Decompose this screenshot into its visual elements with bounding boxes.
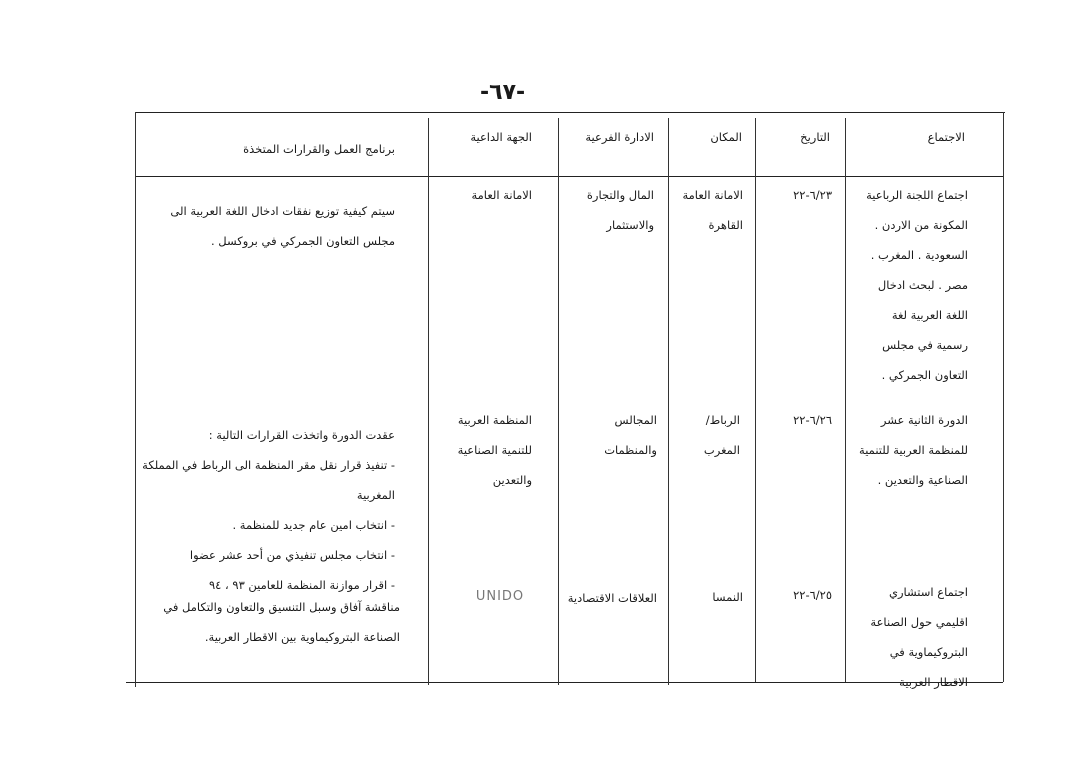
column-divider <box>558 118 559 685</box>
column-divider <box>755 118 756 682</box>
table-top-border <box>135 112 1005 113</box>
row2-place: الرباط/ المغرب <box>703 413 740 457</box>
column-divider <box>1003 112 1004 682</box>
table-bottom-border <box>126 682 1003 683</box>
decision-item: اقرار موازنة المنظمة للعامين ٩٣ ، ٩٤ <box>140 570 395 600</box>
row2-meeting: الدورة الثانية عشر للمنظمة العربية للتنم… <box>859 413 968 487</box>
row1-program: سيتم كيفية توزيع نفقات ادخال اللغة العرب… <box>170 204 395 248</box>
row1-department: المال والتجارة والاستثمار <box>586 188 654 232</box>
column-divider <box>135 112 136 687</box>
header-department: الادارة الفرعية <box>585 130 654 144</box>
row3-meeting: اجتماع استشاري اقليمي حول الصناعة البترو… <box>870 585 968 689</box>
header-divider <box>135 176 1003 177</box>
header-meeting: الاجتماع <box>927 130 965 144</box>
header-program: برنامج العمل والقرارات المتخذة <box>243 142 395 156</box>
header-inviting-party: الجهة الداعية <box>470 130 532 144</box>
decision-item: انتخاب امين عام جديد للمنظمة . <box>140 510 395 540</box>
row1-date: ٦/٢٣-٢٢ <box>793 188 832 202</box>
page-number: -٦٧- <box>480 80 526 105</box>
row1-inviting-party: الامانة العامة <box>471 188 532 202</box>
row2-program: عقدت الدورة واتخذت القرارات التالية : تن… <box>140 420 395 600</box>
row3-department: العلاقات الاقتصادية <box>567 591 657 605</box>
row1-meeting: اجتماع اللجنة الرباعية المكونة من الاردن… <box>866 188 968 382</box>
decision-item: انتخاب مجلس تنفيذي من أحد عشر عضوا <box>140 540 395 570</box>
row1-place: الامانة العامة القاهرة <box>682 188 743 232</box>
column-divider <box>428 118 429 685</box>
column-divider <box>845 118 846 682</box>
row2-inviting-party: المنظمة العربية للتنمية الصناعية والتعدي… <box>457 413 532 487</box>
row3-program: مناقشة آفاق وسبل التنسيق والتعاون والتكا… <box>163 600 400 644</box>
column-divider <box>668 118 669 685</box>
row2-department: المجالس والمنظمات <box>604 413 657 457</box>
row2-date: ٦/٢٦-٢٢ <box>793 413 832 427</box>
header-date: التاريخ <box>800 130 830 144</box>
program-intro: عقدت الدورة واتخذت القرارات التالية : <box>208 428 395 442</box>
row3-inviting-party: UNIDO <box>475 589 525 604</box>
decision-item: تنفيذ قرار نقل مقر المنظمة الى الرباط في… <box>140 450 395 510</box>
header-place: المكان <box>710 130 742 144</box>
row3-place: النمسا <box>712 590 743 604</box>
row3-date: ٦/٢٥-٢٢ <box>793 588 832 602</box>
